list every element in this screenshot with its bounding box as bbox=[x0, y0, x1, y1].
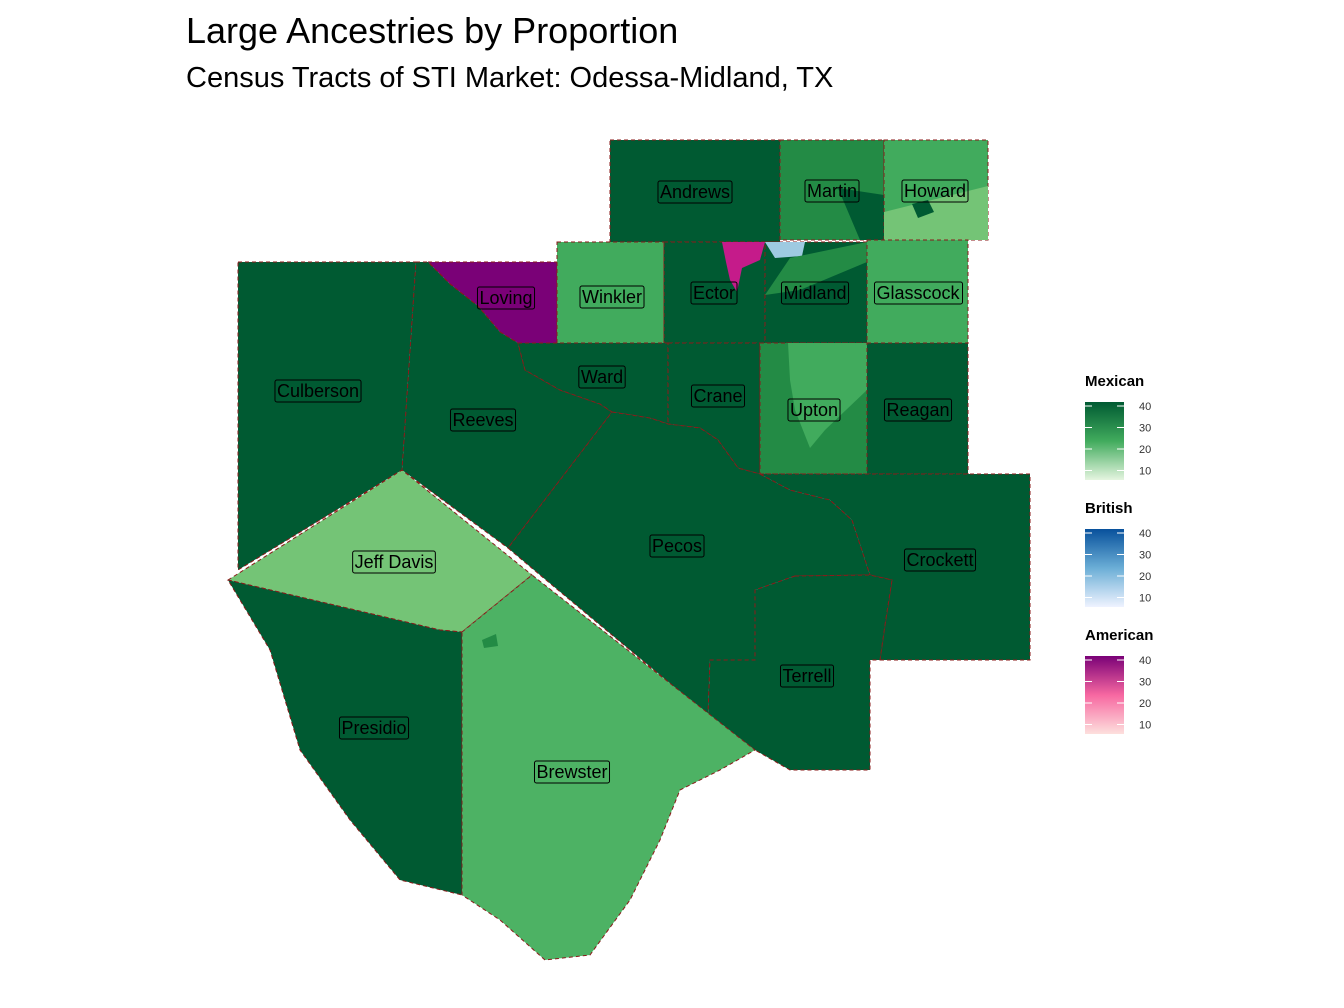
county-label-upton: Upton bbox=[787, 398, 841, 422]
svg-text:Martin: Martin bbox=[807, 181, 857, 201]
svg-text:Howard: Howard bbox=[904, 181, 966, 201]
svg-text:Jeff Davis: Jeff Davis bbox=[355, 552, 434, 572]
legend-tick-label: 10 bbox=[1139, 466, 1151, 478]
brewster-small-tract bbox=[482, 634, 498, 648]
county-brewster[interactable] bbox=[461, 574, 756, 961]
county-label-presidio: Presidio bbox=[338, 716, 410, 740]
legend-tick-label: 30 bbox=[1139, 550, 1151, 562]
county-label-loving: Loving bbox=[476, 286, 536, 310]
legend-tick-label: 10 bbox=[1139, 593, 1151, 605]
svg-text:Midland: Midland bbox=[783, 283, 846, 303]
legend-tick-label: 20 bbox=[1139, 444, 1151, 456]
svg-text:Winkler: Winkler bbox=[582, 287, 642, 307]
svg-text:Ward: Ward bbox=[581, 367, 623, 387]
legend-colorbar bbox=[1085, 529, 1124, 607]
legend-tick-label: 30 bbox=[1139, 677, 1151, 689]
county-label-howard: Howard bbox=[901, 179, 969, 203]
svg-text:Upton: Upton bbox=[790, 400, 838, 420]
county-terrell[interactable] bbox=[707, 574, 893, 771]
legend-american: American 40 30 20 10 bbox=[1085, 627, 1153, 734]
county-label-terrell: Terrell bbox=[779, 664, 835, 688]
map-subtitle: Census Tracts of STI Market: Odessa-Midl… bbox=[186, 62, 834, 94]
legend-tick-label: 20 bbox=[1139, 571, 1151, 583]
map-title: Large Ancestries by Proportion bbox=[186, 10, 679, 51]
legend-tick-label: 40 bbox=[1139, 401, 1151, 413]
county-presidio[interactable] bbox=[226, 579, 463, 896]
county-label-reagan: Reagan bbox=[883, 398, 953, 422]
legend-colorbar bbox=[1085, 656, 1124, 734]
county-label-glasscock: Glasscock bbox=[873, 281, 964, 305]
svg-text:Andrews: Andrews bbox=[660, 182, 730, 202]
midland-blue-tract bbox=[765, 242, 805, 258]
county-label-crane: Crane bbox=[690, 384, 746, 408]
legend-title: Mexican bbox=[1085, 373, 1144, 390]
svg-text:Reeves: Reeves bbox=[452, 410, 513, 430]
county-label-winkler: Winkler bbox=[579, 285, 645, 309]
svg-text:Crockett: Crockett bbox=[906, 550, 973, 570]
martin-dark-tract bbox=[838, 188, 884, 240]
county-label-andrews: Andrews bbox=[657, 180, 733, 204]
county-label-crockett: Crockett bbox=[903, 548, 977, 572]
legends-layer: Mexican 40 30 20 10 British 40 30 20 10 American 40… bbox=[1085, 373, 1153, 734]
svg-text:Terrell: Terrell bbox=[782, 666, 831, 686]
county-winkler[interactable] bbox=[556, 241, 665, 344]
svg-text:Loving: Loving bbox=[479, 288, 532, 308]
county-label-pecos: Pecos bbox=[649, 534, 705, 558]
legend-tick-label: 20 bbox=[1139, 698, 1151, 710]
svg-text:Crane: Crane bbox=[693, 386, 742, 406]
legend-tick-label: 40 bbox=[1139, 655, 1151, 667]
county-crockett[interactable] bbox=[759, 473, 1031, 661]
svg-text:Presidio: Presidio bbox=[341, 718, 406, 738]
county-andrews[interactable] bbox=[609, 139, 781, 243]
counties-layer bbox=[226, 139, 1031, 961]
svg-text:Brewster: Brewster bbox=[536, 762, 607, 782]
labels-layer: Andrews Martin Howard Loving Winkler Ector Mid… bbox=[274, 179, 977, 784]
svg-text:Pecos: Pecos bbox=[652, 536, 702, 556]
legend-title: American bbox=[1085, 627, 1153, 644]
county-label-reeves: Reeves bbox=[449, 408, 517, 432]
svg-text:Ector: Ector bbox=[693, 283, 735, 303]
legend-british: British 40 30 20 10 bbox=[1085, 500, 1151, 607]
county-label-midland: Midland bbox=[780, 281, 850, 305]
county-label-ward: Ward bbox=[578, 365, 626, 389]
legend-mexican: Mexican 40 30 20 10 bbox=[1085, 373, 1151, 480]
legend-tick-label: 30 bbox=[1139, 423, 1151, 435]
county-label-jeff-davis: Jeff Davis bbox=[352, 550, 436, 574]
howard-dark-tract bbox=[912, 200, 934, 218]
svg-text:Glasscock: Glasscock bbox=[876, 283, 960, 303]
legend-tick-label: 10 bbox=[1139, 720, 1151, 732]
county-label-brewster: Brewster bbox=[533, 760, 611, 784]
upton-light-tract bbox=[788, 343, 867, 448]
svg-text:Reagan: Reagan bbox=[886, 400, 949, 420]
howard-light-tract bbox=[884, 186, 988, 240]
legend-colorbar bbox=[1085, 402, 1124, 480]
county-label-martin: Martin bbox=[804, 179, 860, 203]
county-label-culberson: Culberson bbox=[274, 379, 362, 403]
ector-magenta-tract bbox=[722, 242, 765, 292]
county-label-ector: Ector bbox=[690, 281, 738, 305]
svg-text:Culberson: Culberson bbox=[277, 381, 359, 401]
legend-tick-label: 40 bbox=[1139, 528, 1151, 540]
legend-title: British bbox=[1085, 500, 1133, 517]
